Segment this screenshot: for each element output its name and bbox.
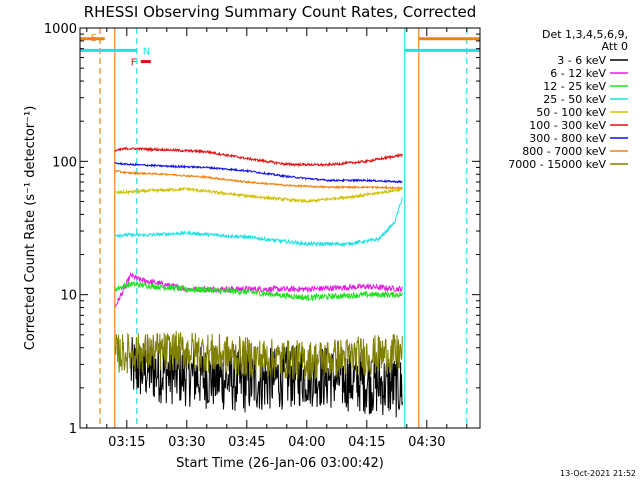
top-bar-label: F (131, 58, 137, 69)
legend-item-label: 100 - 300 keV (529, 119, 606, 132)
legend-item-label: 12 - 25 keV (543, 80, 606, 93)
legend-item-label: 25 - 50 keV (543, 93, 606, 106)
y-axis-label: Corrected Count Rate (s⁻¹ detector⁻¹) (23, 106, 38, 351)
series-line (114, 169, 403, 191)
series-line (114, 186, 403, 204)
legend-header: Det 1,3,4,5,6,9, (542, 28, 628, 41)
legend-header: Att 0 (602, 40, 628, 53)
series-line (114, 280, 403, 302)
top-bar-label: N (143, 46, 150, 57)
x-tick-label: 03:45 (228, 435, 265, 450)
legend-item-label: 50 - 100 keV (536, 106, 606, 119)
x-tick-label: 04:30 (408, 435, 445, 450)
legend-item-label: 3 - 6 keV (557, 54, 606, 67)
x-axis-label: Start Time (26-Jan-06 03:00:42) (176, 456, 384, 471)
legend-item-label: 800 - 7000 keV (522, 145, 606, 158)
legend-item-label: 6 - 12 keV (550, 67, 606, 80)
y-axis: 1 10 100 1000 (44, 22, 480, 437)
x-tick-label: 03:30 (168, 435, 205, 450)
chart-title: RHESSI Observing Summary Count Rates, Co… (84, 3, 477, 21)
top-bar-label: S (91, 33, 97, 44)
series-line (114, 271, 403, 308)
legend-item-label: 7000 - 15000 keV (508, 158, 606, 171)
x-tick-label: 03:15 (108, 435, 145, 450)
series-line (114, 161, 403, 184)
series-line (114, 146, 403, 168)
footer-date: 13-Oct-2021 21:52 (560, 469, 636, 478)
x-tick-label: 04:15 (348, 435, 385, 450)
series-line (114, 330, 403, 381)
x-axis: 03:15 03:30 03:45 04:00 04:15 04:30 (86, 28, 468, 450)
x-tick-label: 04:00 (288, 435, 325, 450)
y-tick-label: 1 (69, 422, 77, 437)
plot-frame (79, 27, 481, 429)
y-tick-label: 1000 (44, 22, 77, 37)
series-layer (114, 146, 403, 418)
series-line (114, 197, 403, 248)
legend-item-label: 300 - 800 keV (529, 132, 606, 145)
y-tick-label: 100 (52, 155, 77, 170)
y-tick-label: 10 (60, 289, 77, 304)
top-bars: S NF (80, 33, 480, 69)
